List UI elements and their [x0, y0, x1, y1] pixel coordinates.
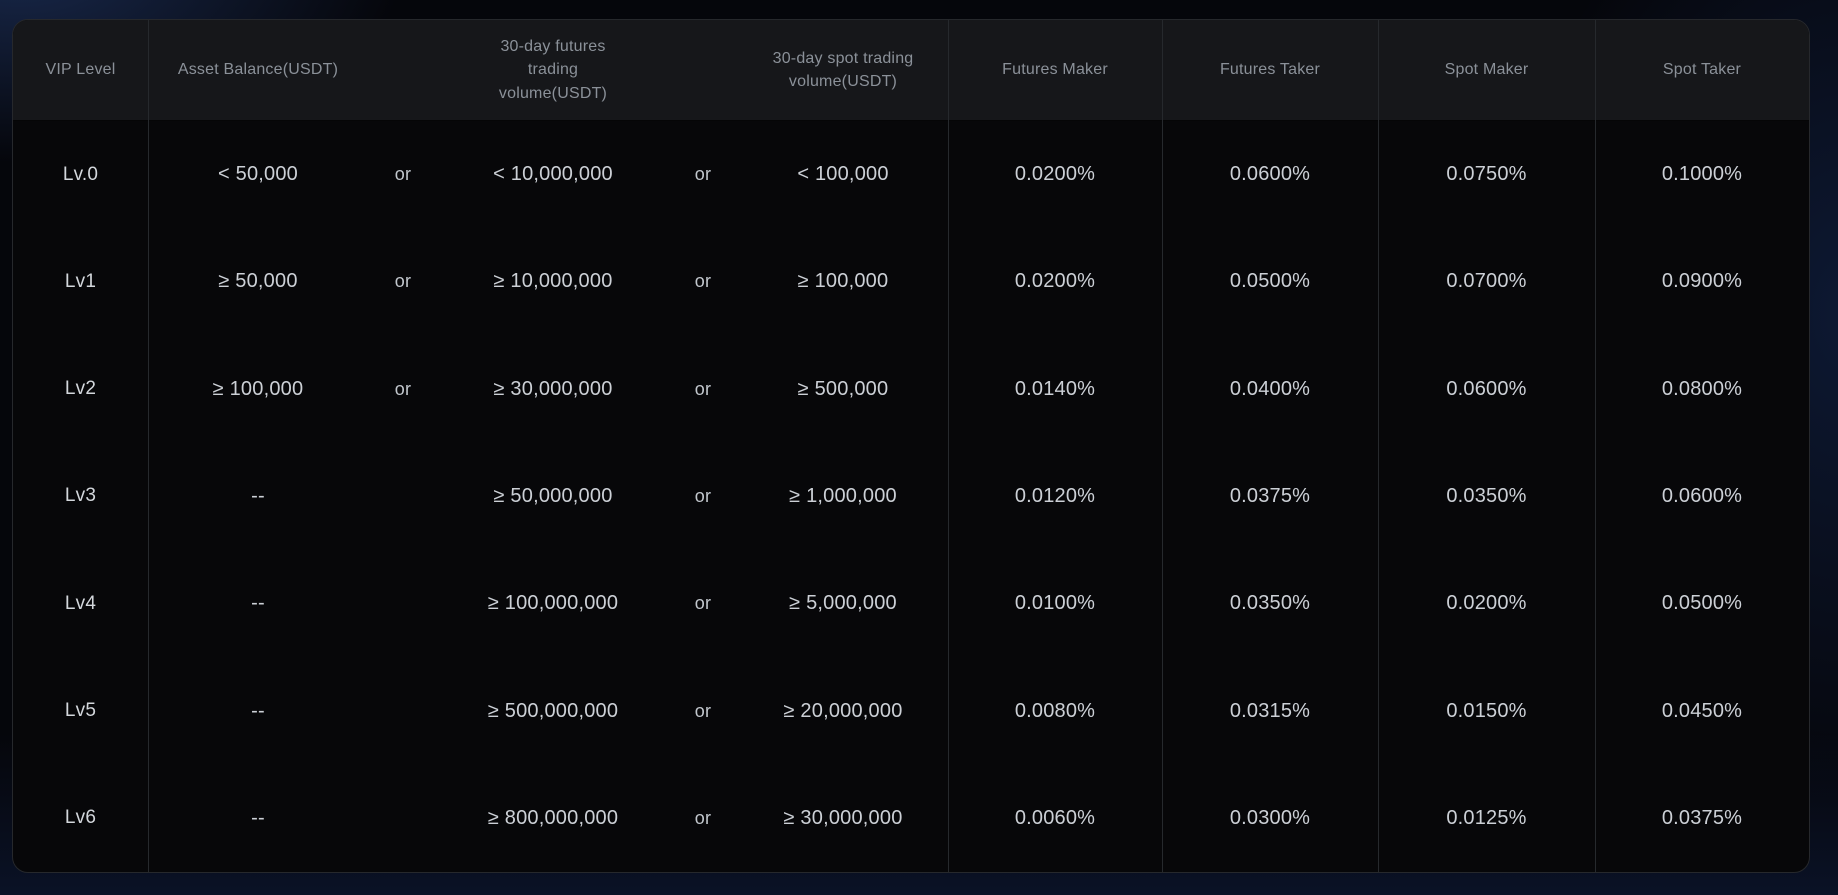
cell-asset-balance: -- — [251, 484, 265, 507]
header-futures-volume: 30-day futures trading volume(USDT) — [498, 38, 608, 102]
cell-futures-maker: 0.0080% — [1014, 699, 1096, 722]
header-vip-level: VIP Level — [45, 61, 116, 79]
header-spot-taker: Spot Taker — [1662, 61, 1742, 79]
cell-futures-taker: 0.0600% — [1229, 163, 1311, 186]
cell-futures-taker: 0.0375% — [1229, 484, 1311, 507]
cell-futures-taker: 0.0400% — [1229, 377, 1311, 400]
cell-vip-level: Lv1 — [64, 270, 97, 292]
header-futures-maker: Futures Maker — [1002, 61, 1108, 79]
header-futures-taker: Futures Taker — [1219, 61, 1321, 79]
cell-spot-taker: 0.0600% — [1661, 484, 1743, 507]
cell-asset-balance: ≥ 50,000 — [218, 270, 298, 293]
cell-spot-maker: 0.0125% — [1446, 806, 1527, 829]
cell-or: or — [694, 700, 712, 721]
header-spot-volume: 30-day spot trading volume(USDT) — [772, 49, 914, 90]
header-spot-maker: Spot Maker — [1444, 61, 1529, 79]
cell-vip-level: Lv3 — [64, 485, 97, 507]
cell-or: or — [394, 164, 412, 185]
cell-vip-level: Lv5 — [64, 700, 97, 722]
cell-futures-maker: 0.0200% — [1014, 163, 1096, 186]
cell-spot-volume: ≥ 100,000 — [797, 270, 889, 293]
cell-or: or — [694, 378, 712, 399]
header-or-spacer-2 — [668, 20, 738, 120]
cell-spot-volume: ≥ 5,000,000 — [789, 592, 897, 615]
header-or-spacer-1 — [368, 20, 438, 120]
cell-asset-balance: -- — [251, 592, 265, 615]
cell-futures-taker: 0.0315% — [1229, 699, 1311, 722]
table-header-row: VIP Level Asset Balance(USDT) 30-day fut… — [13, 20, 1809, 121]
cell-vip-level: Lv.0 — [62, 163, 99, 185]
cell-or: or — [694, 593, 712, 614]
table-row: Lv2 ≥ 100,000 or ≥ 30,000,000 or ≥ 500,0… — [13, 336, 1809, 443]
cell-or: or — [694, 164, 712, 185]
cell-futures-maker: 0.0120% — [1014, 484, 1096, 507]
table-row: Lv4 -- ≥ 100,000,000 or ≥ 5,000,000 0.01… — [13, 550, 1809, 657]
cell-or: or — [694, 271, 712, 292]
cell-spot-taker: 0.1000% — [1661, 163, 1743, 186]
cell-spot-maker: 0.0200% — [1446, 592, 1527, 615]
table-row: Lv5 -- ≥ 500,000,000 or ≥ 20,000,000 0.0… — [13, 657, 1809, 764]
cell-spot-maker: 0.0350% — [1446, 484, 1527, 507]
cell-futures-taker: 0.0300% — [1229, 806, 1311, 829]
cell-or: or — [394, 271, 412, 292]
cell-futures-volume: ≥ 500,000,000 — [487, 699, 619, 722]
cell-or: or — [394, 378, 412, 399]
cell-vip-level: Lv2 — [64, 378, 97, 400]
cell-or: or — [694, 807, 712, 828]
cell-spot-taker: 0.0500% — [1661, 592, 1743, 615]
cell-vip-level: Lv6 — [64, 807, 97, 829]
cell-asset-balance: -- — [251, 806, 265, 829]
table-row: Lv3 -- ≥ 50,000,000 or ≥ 1,000,000 0.012… — [13, 443, 1809, 550]
cell-spot-volume: ≥ 500,000 — [797, 377, 889, 400]
cell-spot-volume: ≥ 30,000,000 — [783, 806, 903, 829]
cell-asset-balance: ≥ 100,000 — [212, 377, 304, 400]
cell-futures-taker: 0.0500% — [1229, 270, 1311, 293]
cell-futures-volume: ≥ 50,000,000 — [493, 484, 613, 507]
cell-futures-maker: 0.0200% — [1014, 270, 1096, 293]
cell-spot-maker: 0.0750% — [1446, 163, 1527, 186]
cell-futures-volume: < 10,000,000 — [493, 163, 613, 186]
cell-spot-maker: 0.0150% — [1446, 699, 1527, 722]
cell-spot-volume: ≥ 1,000,000 — [789, 484, 897, 507]
cell-spot-volume: < 100,000 — [797, 163, 889, 186]
cell-asset-balance: -- — [251, 699, 265, 722]
cell-futures-maker: 0.0060% — [1014, 806, 1096, 829]
cell-futures-volume: ≥ 30,000,000 — [493, 377, 613, 400]
vip-fee-table: VIP Level Asset Balance(USDT) 30-day fut… — [12, 19, 1810, 873]
cell-spot-maker: 0.0700% — [1446, 270, 1527, 293]
table-row: Lv6 -- ≥ 800,000,000 or ≥ 30,000,000 0.0… — [13, 765, 1809, 872]
table-row: Lv.0 < 50,000 or < 10,000,000 or < 100,0… — [13, 121, 1809, 228]
cell-spot-taker: 0.0375% — [1661, 806, 1743, 829]
cell-futures-volume: ≥ 100,000,000 — [487, 592, 619, 615]
cell-vip-level: Lv4 — [64, 592, 97, 614]
cell-spot-taker: 0.0800% — [1661, 377, 1743, 400]
cell-futures-volume: ≥ 10,000,000 — [493, 270, 613, 293]
cell-spot-taker: 0.0450% — [1661, 699, 1743, 722]
cell-futures-volume: ≥ 800,000,000 — [487, 806, 619, 829]
table-body: Lv.0 < 50,000 or < 10,000,000 or < 100,0… — [13, 121, 1809, 872]
cell-spot-maker: 0.0600% — [1446, 377, 1527, 400]
cell-futures-taker: 0.0350% — [1229, 592, 1311, 615]
table-row: Lv1 ≥ 50,000 or ≥ 10,000,000 or ≥ 100,00… — [13, 228, 1809, 335]
cell-futures-maker: 0.0100% — [1014, 592, 1096, 615]
header-asset-balance: Asset Balance(USDT) — [177, 61, 339, 79]
cell-or: or — [694, 485, 712, 506]
cell-asset-balance: < 50,000 — [217, 163, 298, 186]
cell-futures-maker: 0.0140% — [1014, 377, 1096, 400]
cell-spot-volume: ≥ 20,000,000 — [783, 699, 903, 722]
cell-spot-taker: 0.0900% — [1661, 270, 1743, 293]
